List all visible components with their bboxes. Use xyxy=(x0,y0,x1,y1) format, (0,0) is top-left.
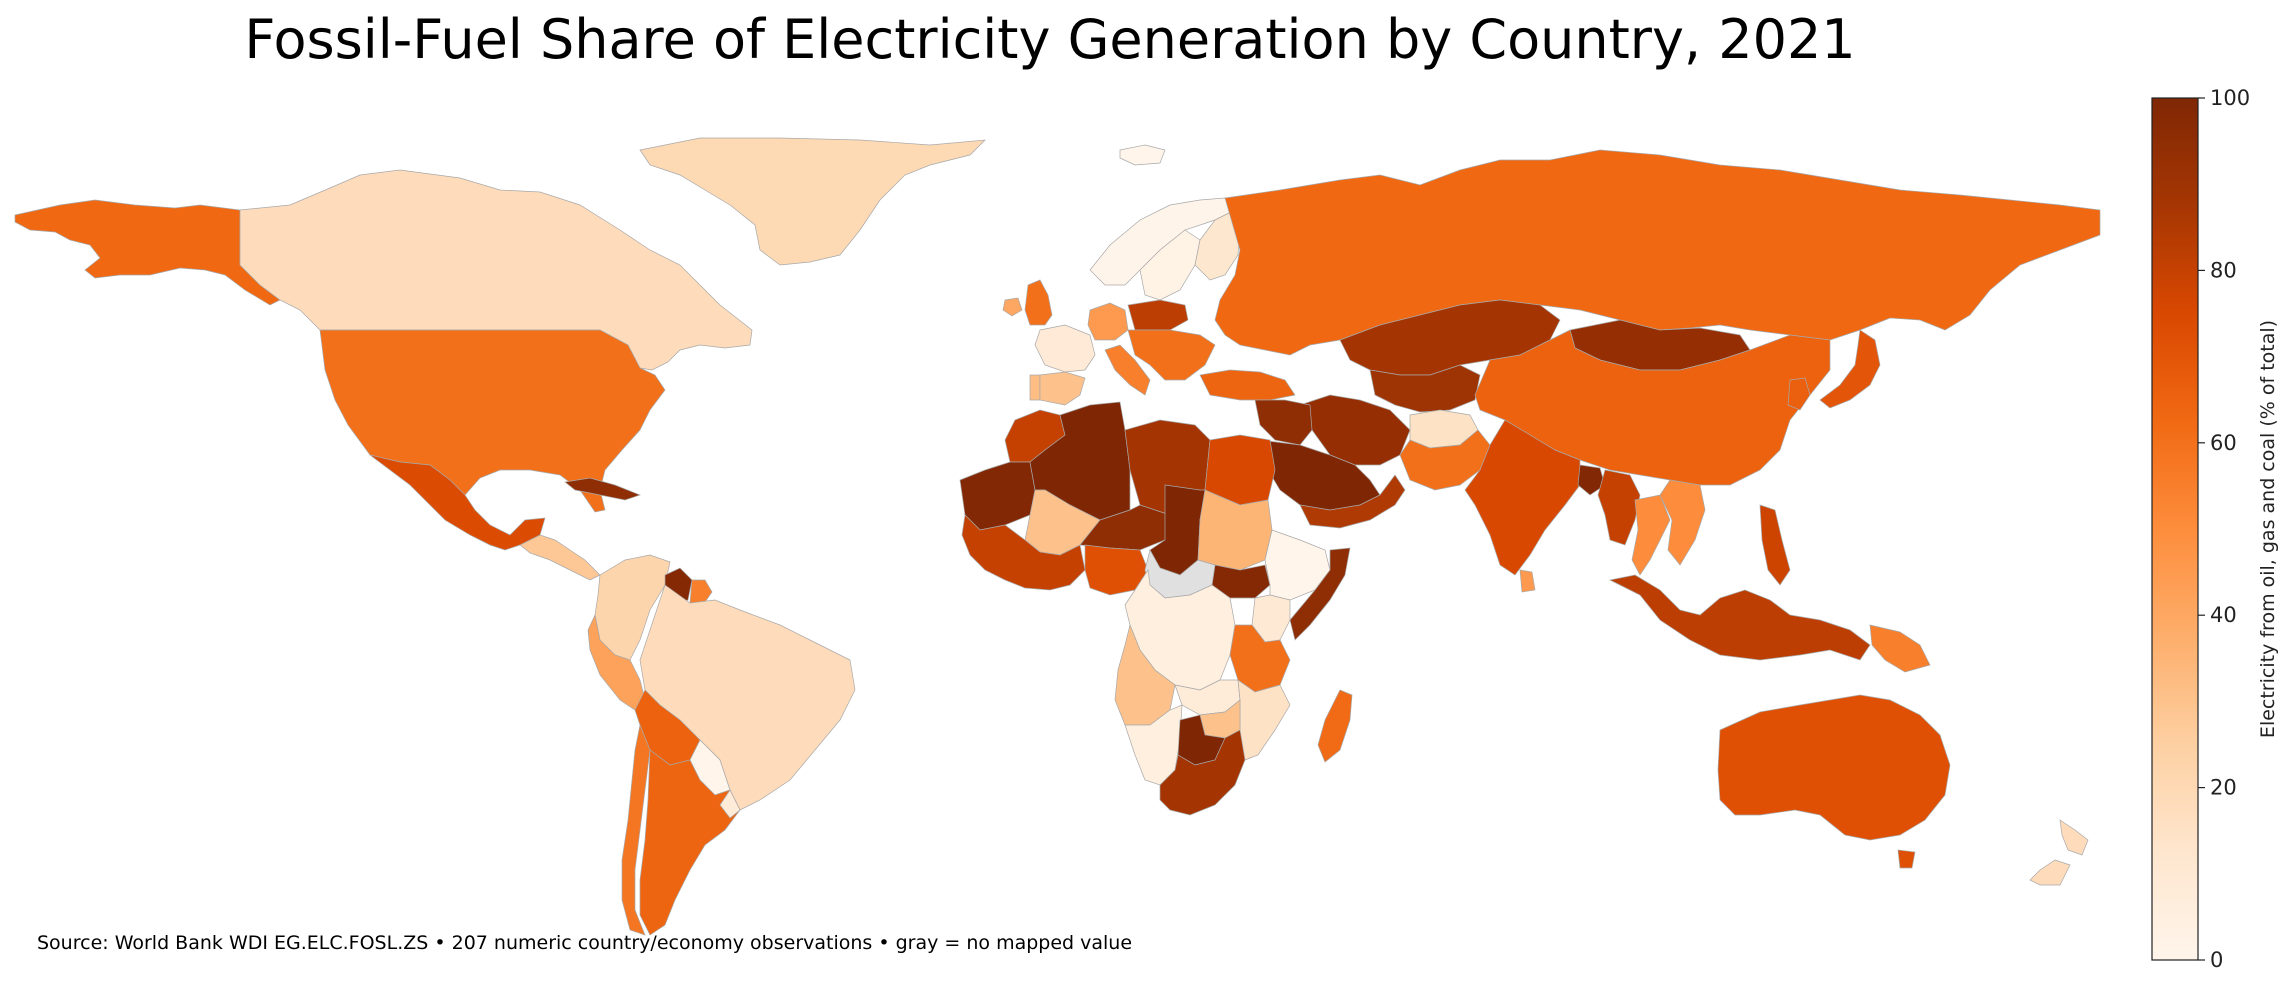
world-map: Alaska (United States) Canada Greenland … xyxy=(14,137,2101,936)
region-alaska[interactable]: Alaska (United States) xyxy=(14,199,281,306)
region-tanzania[interactable]: Tanzania xyxy=(1229,624,1291,693)
region-cuba[interactable]: Cuba xyxy=(564,477,642,501)
region-balkans[interactable]: Balkans xyxy=(1127,329,1216,381)
region-tasmania[interactable]: Tasmania (Australia) xyxy=(1897,849,1916,869)
map-title: Fossil-Fuel Share of Electricity Generat… xyxy=(244,8,1856,71)
region-greenland[interactable]: Greenland xyxy=(639,137,986,266)
region-somalia[interactable]: Somalia xyxy=(1289,547,1351,641)
region-finland[interactable]: Finland xyxy=(1194,209,1241,281)
region-madagascar[interactable]: Madagascar xyxy=(1317,689,1353,763)
region-mauritania[interactable]: Algeria xyxy=(959,461,1036,531)
region-korea[interactable]: Korea xyxy=(1787,377,1811,411)
region-australia[interactable]: Australia xyxy=(1717,694,1951,841)
region-south-africa[interactable]: South Africa xyxy=(1159,729,1246,816)
region-thailand[interactable]: Vietnam xyxy=(1631,494,1671,576)
region-japan[interactable]: Japan xyxy=(1819,329,1881,409)
colorbar-ticks: 0 20 40 60 80 100 xyxy=(2198,86,2250,972)
region-namibia[interactable]: Namibia xyxy=(1124,704,1183,786)
region-iraq-syria[interactable]: Iraq / Syria xyxy=(1254,399,1313,446)
region-philippines[interactable]: Philippines xyxy=(1759,504,1791,586)
region-italy[interactable]: Italy xyxy=(1104,344,1151,396)
region-uruguay[interactable]: Uruguay xyxy=(719,789,741,819)
region-france[interactable]: France xyxy=(1034,324,1096,373)
region-central-asia[interactable]: Central Asia xyxy=(1369,364,1481,413)
region-india[interactable]: India xyxy=(1464,419,1581,576)
region-portugal[interactable]: Spain xyxy=(1029,374,1041,401)
region-vietnam[interactable]: Sri Lanka xyxy=(1659,479,1706,566)
region-central-america[interactable]: Central America xyxy=(519,534,601,581)
region-russia[interactable]: Russia xyxy=(1214,149,2101,356)
region-new-zealand[interactable]: New Zealand xyxy=(2029,819,2089,886)
region-mexico[interactable]: Mexico xyxy=(369,454,546,551)
colorbar-tick-label: 20 xyxy=(2210,776,2237,800)
colorbar-tick-label: 0 xyxy=(2210,948,2223,972)
colorbar-gradient xyxy=(2151,97,2199,961)
colorbar: 0 20 40 60 80 100 Electricity from oil, gas a… xyxy=(2151,86,2279,972)
source-note: Source: World Bank WDI EG.ELC.FOSL.ZS • … xyxy=(37,932,1133,954)
region-papua-new-guinea[interactable]: Papua New Guinea xyxy=(1869,624,1931,673)
region-spain[interactable]: Portugal xyxy=(1039,371,1086,406)
region-sri-lanka[interactable]: Myanmar xyxy=(1519,569,1536,593)
colorbar-label: Electricity from oil, gas and coal (% of… xyxy=(2257,320,2279,738)
region-west-africa[interactable]: Nigeria xyxy=(961,514,1086,591)
region-indonesia[interactable]: Indonesia xyxy=(1608,574,1871,661)
region-myanmar[interactable]: Thailand xyxy=(1597,469,1641,546)
region-united-kingdom[interactable]: Ireland xyxy=(1024,279,1053,326)
region-argentina[interactable]: Argentina xyxy=(639,749,741,936)
colorbar-tick-label: 80 xyxy=(2210,258,2237,282)
colorbar-tick-label: 60 xyxy=(2210,431,2237,455)
colorbar-tick-label: 40 xyxy=(2210,603,2237,627)
region-germany[interactable]: Germany xyxy=(1087,302,1129,341)
region-bangladesh[interactable]: Bangladesh xyxy=(1577,464,1606,496)
region-sudan[interactable]: Sudan xyxy=(1197,489,1273,571)
region-poland[interactable]: Poland xyxy=(1127,299,1189,331)
region-iceland[interactable]: Iceland xyxy=(1119,144,1166,166)
region-chile[interactable]: Chile xyxy=(621,723,651,936)
region-turkey[interactable]: Turkey xyxy=(1199,369,1296,401)
region-mozambique[interactable]: Mozambique xyxy=(1237,679,1291,761)
region-yemen-oman[interactable]: Yemen / Oman xyxy=(1299,474,1406,529)
countries-layer: Alaska (United States) Canada Greenland … xyxy=(14,137,2101,936)
region-ireland[interactable]: United Kingdom xyxy=(1002,297,1023,317)
colorbar-tick-label: 100 xyxy=(2210,86,2250,110)
region-suriname[interactable]: Suriname xyxy=(689,579,713,606)
